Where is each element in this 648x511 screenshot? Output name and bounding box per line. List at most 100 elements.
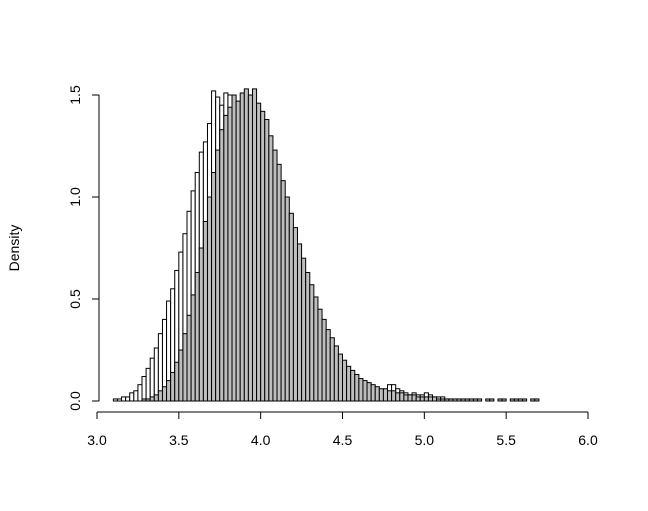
bar bbox=[137, 384, 143, 402]
bar bbox=[358, 378, 364, 402]
bar bbox=[395, 392, 401, 402]
bar bbox=[382, 388, 389, 402]
bar bbox=[280, 180, 286, 402]
bar bbox=[272, 149, 278, 402]
bar bbox=[436, 398, 442, 402]
bar bbox=[157, 390, 163, 402]
bar bbox=[440, 398, 446, 402]
x-tick-label: 3.5 bbox=[169, 432, 189, 448]
bar bbox=[116, 398, 123, 402]
bar bbox=[149, 396, 155, 402]
bar bbox=[305, 271, 311, 402]
bar bbox=[346, 365, 352, 402]
bar bbox=[448, 398, 454, 402]
bar bbox=[247, 94, 253, 402]
bar bbox=[427, 396, 434, 402]
bar bbox=[509, 398, 515, 402]
bar bbox=[485, 398, 491, 402]
bar bbox=[276, 163, 282, 402]
bar bbox=[354, 373, 360, 402]
bar bbox=[391, 390, 397, 402]
bar bbox=[292, 227, 298, 402]
bar bbox=[468, 398, 474, 402]
bar bbox=[149, 357, 155, 402]
bar bbox=[141, 398, 147, 402]
bar bbox=[198, 247, 204, 402]
bar bbox=[423, 396, 429, 402]
bar bbox=[153, 347, 159, 402]
bar bbox=[264, 118, 270, 402]
bar bbox=[170, 371, 176, 402]
bar bbox=[145, 398, 151, 402]
y-axis-label: Density bbox=[6, 225, 22, 272]
bar bbox=[161, 386, 168, 402]
bar bbox=[399, 392, 405, 402]
bar bbox=[415, 396, 421, 402]
bar bbox=[256, 102, 262, 402]
bar bbox=[432, 396, 438, 402]
bar bbox=[534, 398, 540, 402]
bar bbox=[268, 135, 274, 402]
bar bbox=[460, 398, 466, 402]
bar bbox=[186, 314, 192, 402]
bar bbox=[350, 369, 356, 402]
bar bbox=[125, 396, 131, 402]
bar bbox=[260, 110, 266, 402]
y-tick-label: 0.0 bbox=[67, 391, 83, 411]
bar bbox=[517, 398, 524, 402]
bar bbox=[477, 398, 483, 402]
bar bbox=[411, 394, 417, 402]
bar bbox=[211, 172, 217, 402]
bar bbox=[325, 329, 331, 402]
bar bbox=[374, 386, 380, 402]
bar bbox=[219, 129, 225, 402]
bar bbox=[522, 398, 528, 402]
bar bbox=[472, 398, 479, 402]
bar bbox=[239, 92, 245, 402]
bar bbox=[403, 394, 409, 402]
bar bbox=[194, 271, 200, 402]
bar bbox=[202, 220, 208, 402]
bar bbox=[513, 398, 519, 402]
bar bbox=[321, 318, 327, 402]
bar bbox=[284, 196, 290, 402]
bar bbox=[387, 390, 393, 402]
x-tick-label: 5.0 bbox=[415, 432, 435, 448]
bar bbox=[288, 212, 294, 402]
bar bbox=[342, 359, 348, 402]
bar bbox=[501, 398, 507, 402]
bar bbox=[190, 294, 196, 402]
bar bbox=[251, 88, 258, 402]
bar bbox=[153, 394, 159, 402]
bar bbox=[243, 88, 249, 402]
y-tick-label: 1.5 bbox=[67, 85, 83, 105]
bar bbox=[309, 284, 315, 402]
bar bbox=[370, 384, 376, 402]
bar bbox=[337, 353, 343, 402]
bar bbox=[497, 398, 503, 402]
x-tick-label: 5.5 bbox=[496, 432, 516, 448]
bar bbox=[166, 380, 172, 402]
x-tick-label: 3.0 bbox=[87, 432, 107, 448]
bar bbox=[223, 114, 229, 402]
y-tick-label: 0.5 bbox=[67, 289, 83, 309]
bar bbox=[174, 361, 180, 402]
bar bbox=[178, 349, 184, 402]
bar bbox=[313, 296, 319, 402]
bar bbox=[317, 308, 323, 402]
bar bbox=[419, 396, 425, 402]
x-tick-label: 4.5 bbox=[333, 432, 353, 448]
bar bbox=[112, 398, 118, 402]
bar bbox=[296, 243, 303, 402]
bar bbox=[231, 94, 237, 402]
bar bbox=[362, 380, 368, 402]
bar bbox=[145, 367, 151, 402]
bar bbox=[456, 398, 462, 402]
bar bbox=[301, 257, 307, 402]
bar bbox=[206, 196, 213, 402]
bar bbox=[129, 392, 135, 402]
bar bbox=[452, 398, 458, 402]
